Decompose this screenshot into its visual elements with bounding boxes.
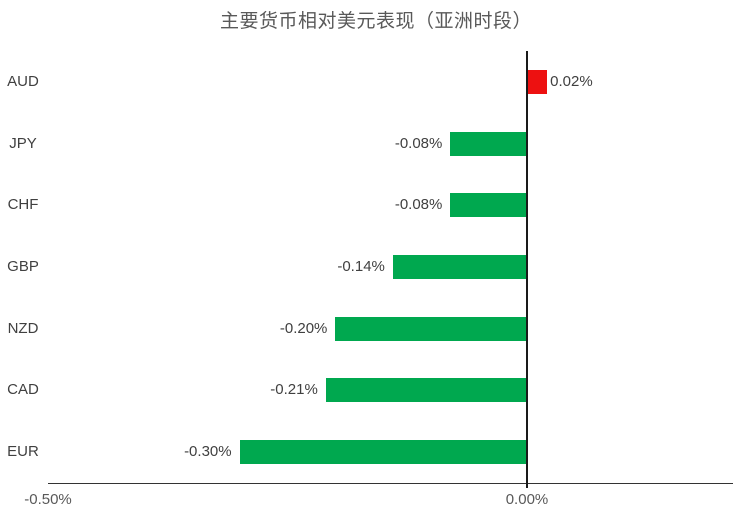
category-label-cad: CAD: [7, 381, 39, 399]
x-tick-label-0: -0.50%: [24, 491, 72, 508]
chart-title: 主要货币相对美元表现（亚洲时段）: [219, 11, 532, 32]
data-label-chf: -0.08%: [394, 196, 443, 214]
zero-baseline: [526, 51, 528, 488]
bar-aud: [528, 69, 548, 94]
category-label-eur: EUR: [7, 443, 39, 461]
data-label-nzd: -0.20%: [279, 319, 328, 337]
bar-cad: [325, 378, 527, 403]
category-label-nzd: NZD: [7, 319, 39, 337]
data-label-cad: -0.21%: [270, 381, 318, 399]
category-label-chf: CHF: [7, 196, 39, 214]
data-label-eur: -0.30%: [184, 443, 232, 461]
x-tick-label-1: 0.00%: [505, 491, 549, 508]
x-axis-line: [48, 483, 733, 484]
bar-chf: [450, 193, 527, 218]
category-label-aud: AUD: [7, 72, 39, 90]
data-label-gbp: -0.14%: [337, 258, 385, 275]
bar-eur: [239, 440, 527, 465]
bar-jpy: [450, 131, 527, 156]
bar-gbp: [392, 255, 527, 279]
category-label-jpy: JPY: [9, 134, 37, 152]
bar-nzd: [335, 316, 527, 341]
category-label-gbp: GBP: [7, 258, 39, 275]
data-label-jpy: -0.08%: [394, 134, 443, 152]
data-label-aud: 0.02%: [550, 72, 593, 90]
